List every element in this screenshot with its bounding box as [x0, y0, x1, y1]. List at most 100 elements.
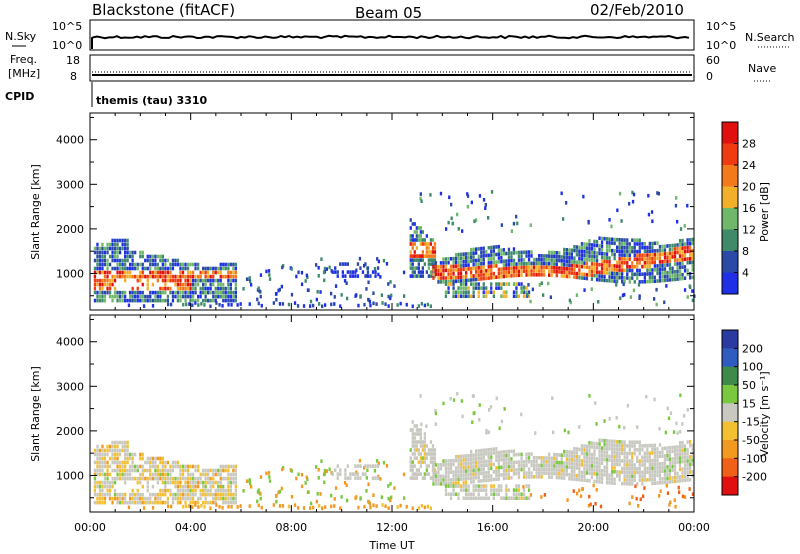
scatter-cell — [103, 298, 107, 303]
scatter-cell — [229, 298, 232, 303]
scatter-cell — [470, 492, 473, 496]
scatter-cell — [93, 500, 97, 505]
scatter-cell — [475, 464, 478, 469]
scatter-cell — [454, 477, 458, 482]
scatter-cell — [339, 304, 342, 308]
scatter-cell — [480, 467, 483, 472]
scatter-cell — [272, 503, 275, 507]
scatter-cell — [209, 506, 212, 511]
scatter-cell — [691, 241, 694, 246]
scatter-cell — [232, 492, 235, 497]
scatter-cell — [419, 472, 422, 476]
scatter-cell — [590, 254, 594, 259]
scatter-cell — [156, 278, 159, 283]
scatter-cell — [679, 429, 682, 434]
scatter-cell — [417, 304, 420, 308]
scatter-cell — [502, 248, 505, 252]
scatter-cell — [121, 298, 124, 303]
scatter-cell — [449, 282, 453, 286]
scatter-cell — [603, 255, 606, 260]
scatter-cell — [222, 500, 225, 505]
scatter-cell — [475, 449, 478, 453]
scatter-cell — [111, 460, 114, 465]
scatter-cell — [507, 255, 511, 259]
scatter-cell — [129, 468, 132, 473]
scatter-cell — [485, 448, 488, 452]
scatter-cell — [480, 286, 483, 290]
cpid-label: CPID — [5, 90, 34, 103]
scatter-cell — [224, 290, 227, 295]
scatter-cell — [530, 475, 533, 479]
scatter-cell — [411, 254, 414, 258]
scatter-cell — [306, 477, 309, 482]
scatter-cell — [174, 496, 177, 501]
ytick-label: 1000 — [56, 469, 84, 482]
scatter-cell — [442, 463, 445, 467]
scatter-cell — [204, 476, 207, 481]
scatter-cell — [465, 454, 468, 458]
scatter-cell — [116, 444, 119, 449]
scatter-cell — [585, 272, 589, 277]
scatter-cell — [425, 452, 428, 456]
scatter-cell — [517, 269, 521, 274]
scatter-cell — [121, 472, 124, 477]
scatter-cell — [616, 474, 619, 478]
scatter-cell — [106, 282, 109, 287]
scatter-cell — [462, 480, 465, 485]
scatter-cell — [681, 254, 684, 258]
scatter-cell — [653, 241, 656, 246]
scatter-cell — [608, 218, 611, 222]
scatter-cell — [154, 492, 157, 497]
scatter-cell — [93, 278, 97, 283]
scatter-cell — [217, 472, 220, 477]
scatter-cell — [164, 492, 167, 497]
scatter-cell — [540, 273, 543, 277]
scatter-cell — [202, 290, 205, 295]
scatter-cell — [472, 266, 475, 271]
scatter-cell — [689, 443, 692, 448]
scatter-cell — [628, 249, 631, 254]
scatter-cell — [691, 237, 694, 242]
scatter-cell — [413, 472, 416, 476]
scatter-cell — [598, 262, 601, 267]
scatter-cell — [553, 456, 556, 461]
scatter-cell — [459, 454, 463, 459]
scatter-cell — [111, 282, 114, 287]
scatter-cell — [462, 282, 465, 286]
scatter-cell — [365, 287, 368, 291]
scatter-cell — [661, 263, 664, 268]
scatter-cell — [141, 456, 144, 461]
scatter-cell — [359, 464, 362, 468]
scatter-cell — [547, 281, 550, 286]
scatter-cell — [429, 448, 433, 452]
scatter-cell — [615, 283, 618, 287]
scatter-cell — [433, 448, 437, 452]
scatter-cell — [500, 259, 503, 264]
scatter-cell — [227, 480, 230, 485]
scatter-cell — [465, 267, 468, 271]
scatter-cell — [478, 417, 481, 422]
scatter-cell — [467, 465, 470, 469]
scatter-cell — [545, 254, 548, 258]
scatter-cell — [229, 294, 232, 299]
scatter-cell — [129, 250, 132, 255]
scatter-cell — [189, 274, 192, 279]
scatter-cell — [663, 300, 666, 305]
scatter-cell — [126, 258, 129, 263]
scatter-cell — [396, 303, 399, 307]
scatter-cell — [588, 479, 591, 483]
scatter-cell — [505, 496, 508, 500]
scatter-cell — [219, 270, 222, 275]
scatter-cell — [98, 468, 102, 473]
scatter-cell — [631, 474, 634, 479]
scatter-cell — [603, 263, 606, 267]
scatter-cell — [673, 247, 677, 251]
scatter-cell — [492, 253, 495, 257]
scatter-cell — [668, 480, 672, 484]
scatter-cell — [686, 249, 689, 254]
scatter-cell — [146, 254, 149, 259]
scatter-cell — [648, 264, 651, 269]
scatter-cell — [258, 289, 261, 294]
scatter-cell — [520, 464, 523, 468]
scatter-cell — [532, 463, 536, 468]
